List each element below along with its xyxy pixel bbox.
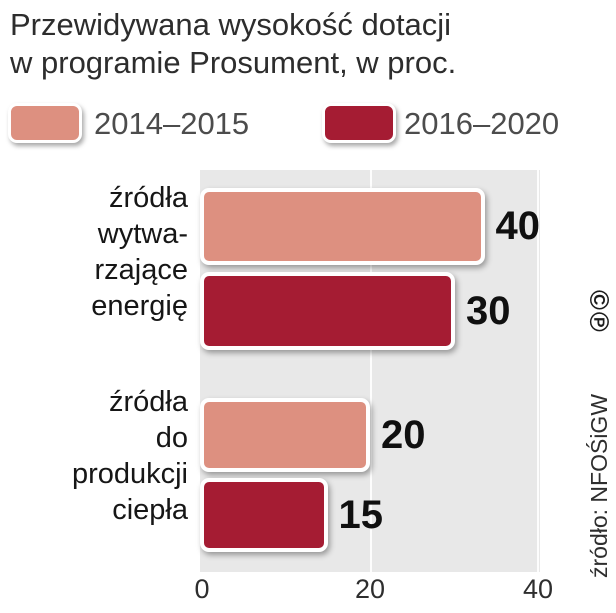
legend-swatch-2016-2020: [322, 103, 396, 143]
x-axis-tick-40: 40: [522, 574, 554, 604]
bar-2014-2015-heat: [200, 398, 370, 472]
bar-row: 30: [200, 272, 540, 350]
bar-row: 40: [200, 188, 540, 265]
bar-row: 15: [200, 478, 540, 552]
chart-title-line2: w programie Prosument, w proc.: [10, 45, 457, 80]
chart-title-line1: Przewidywana wysokość dotacji: [10, 7, 452, 42]
bar-row: 20: [200, 398, 540, 472]
source-credit: źródło: NFOŚiGW: [586, 393, 612, 578]
legend-swatch-2014-2015: [8, 103, 82, 143]
chart-title: Przewidywana wysokość dotacji w programi…: [10, 6, 456, 82]
legend-label-2014-2015: 2014–2015: [94, 106, 250, 141]
gridline-40: [536, 170, 539, 572]
plot-area: 40 30 20 15: [200, 170, 540, 572]
bar-2014-2015-energy: [200, 188, 485, 265]
category-label-heat-sources: źródła do produkcji ciepła: [71, 386, 188, 526]
value-label: 30: [466, 288, 511, 333]
x-axis-tick-0: 0: [194, 574, 210, 604]
bar-2016-2020-energy: [200, 272, 455, 350]
bar-2016-2020-heat: [200, 478, 328, 552]
category-label-energy-sources: źródła wytwa- rzające energię: [91, 182, 188, 322]
value-label: 20: [381, 412, 426, 457]
x-axis-tick-20: 20: [354, 574, 386, 604]
legend-label-2016-2020: 2016–2020: [404, 106, 560, 141]
gridline-20: [370, 170, 372, 572]
value-label: 15: [338, 492, 384, 537]
legend: 2014–2015 2016–2020: [0, 103, 616, 149]
value-label: 40: [495, 204, 541, 248]
